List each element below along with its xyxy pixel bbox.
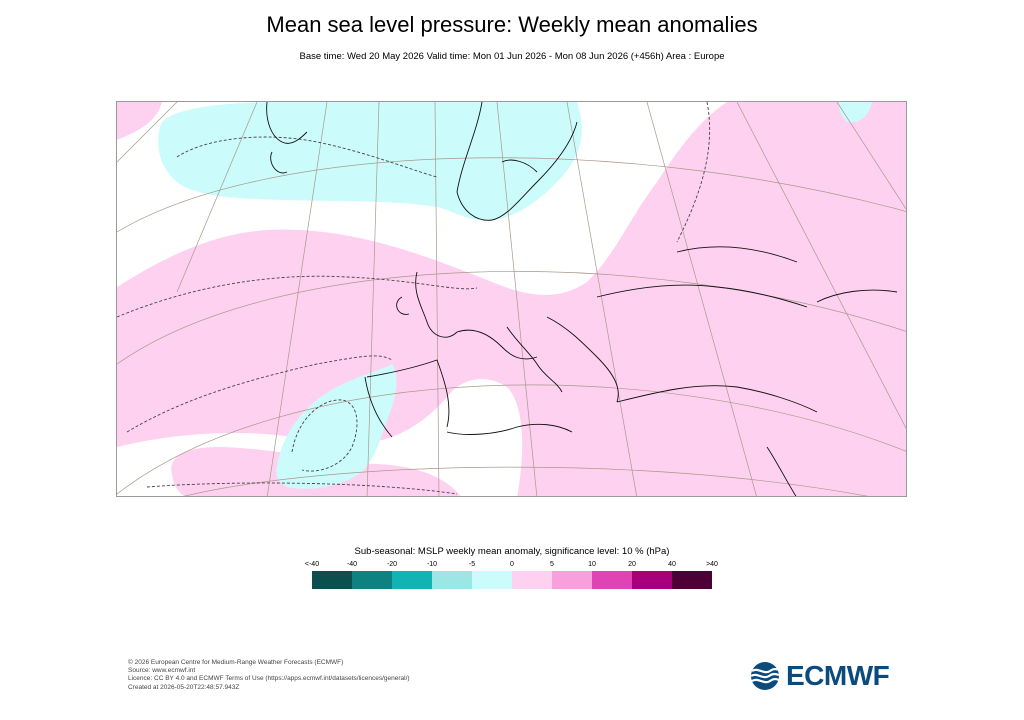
legend-tick: -20 [386,561,398,568]
legend-tick: 5 [550,561,554,568]
legend-swatch [632,571,672,589]
legend-swatch [672,571,712,589]
negative-anomaly-areas [158,102,872,489]
legend-tick: 20 [628,561,636,568]
footer-copyright: © 2026 European Centre for Medium-Range … [128,659,344,666]
legend-ticks: <-40 -40 -20 -10 -5 0 5 10 20 40 >40 [305,561,718,571]
footer-created: Created at 2026-05-20T22:48:57.943Z [128,683,240,691]
footer-licence: Licence: CC BY 4.0 and ECMWF Terms of Us… [128,675,410,683]
footer-source: Source: www.ecmwf.int [128,667,196,675]
anomaly-map [117,102,906,496]
legend-color-bar [312,571,712,589]
footer-credits: © 2026 European Centre for Medium-Range … [128,659,410,692]
legend-tick: <-40 [304,561,320,568]
ecmwf-logo-text: ECMWF [786,660,890,691]
legend-swatch [512,571,552,589]
legend-swatch [472,571,512,589]
anomaly-contours [117,102,711,495]
legend-swatch [592,571,632,589]
chart-subtitle: Base time: Wed 20 May 2026 Valid time: M… [299,51,725,62]
legend-tick: 40 [668,561,676,568]
chart-title: Mean sea level pressure: Weekly mean ano… [266,12,758,37]
legend-swatch [352,571,392,589]
legend-title: Sub-seasonal: MSLP weekly mean anomaly, … [354,546,670,557]
legend-swatch [392,571,432,589]
legend-tick: 10 [588,561,596,568]
legend-tick: -10 [426,561,438,568]
ecmwf-logo: ECMWF [748,660,900,692]
legend-swatch [312,571,352,589]
legend-swatch [552,571,592,589]
legend-tick: -5 [468,561,476,568]
legend-tick: 0 [510,561,514,568]
legend-swatch [432,571,472,589]
ecmwf-logo-icon [750,662,780,690]
legend-tick: -40 [346,561,358,568]
map-panel [116,101,907,497]
legend-tick: >40 [706,561,718,568]
coastlines [266,102,898,496]
graticule [117,102,906,496]
